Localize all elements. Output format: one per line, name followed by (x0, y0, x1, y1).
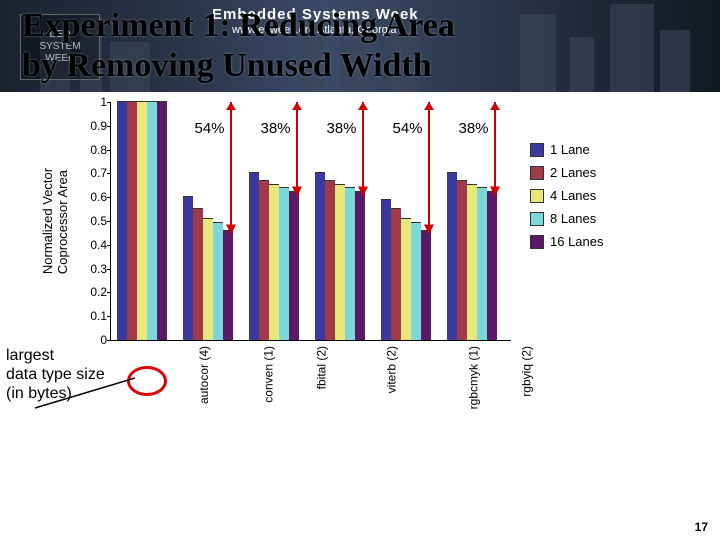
y-tick-label: 0.6 (73, 190, 107, 204)
legend-swatch (530, 189, 544, 203)
legend-swatch (530, 143, 544, 157)
bar (259, 180, 269, 340)
x-tick-label: rgbcmyk (1) (466, 346, 480, 409)
bar (447, 172, 457, 340)
y-tick-label: 0.4 (73, 238, 107, 252)
bar-group (117, 102, 172, 340)
slide-title: Experiment 1: Reducing Area by Removing … (22, 6, 698, 86)
legend-swatch (530, 212, 544, 226)
bar (467, 184, 477, 340)
legend-label: 4 Lanes (550, 188, 596, 203)
page-number: 17 (695, 520, 708, 534)
legend-item: 1 Lane (530, 142, 604, 157)
bar (183, 196, 193, 340)
bar (249, 172, 259, 340)
x-tick-label: autocor (4) (197, 346, 211, 404)
legend-label: 8 Lanes (550, 211, 596, 226)
bar (355, 191, 365, 340)
bar (213, 222, 223, 340)
bar (457, 180, 467, 340)
legend-item: 16 Lanes (530, 234, 604, 249)
legend-item: 2 Lanes (530, 165, 604, 180)
bar (345, 187, 355, 340)
y-tick-label: 1 (73, 95, 107, 109)
title-line1: Experiment 1: Reducing Area (22, 7, 455, 44)
bar (127, 101, 137, 340)
bar (289, 191, 299, 340)
bar (279, 187, 289, 340)
bar (401, 218, 411, 340)
x-tick-label: fbital (2) (314, 346, 328, 389)
bar (269, 184, 279, 340)
y-tick-label: 0.8 (73, 143, 107, 157)
bar (421, 230, 431, 340)
legend-item: 4 Lanes (530, 188, 604, 203)
y-tick-label: 0.7 (73, 166, 107, 180)
x-tick-label: rgbyiq (2) (519, 346, 533, 397)
x-tick-label: viterb (2) (384, 346, 398, 393)
y-tick-label: 0.9 (73, 119, 107, 133)
bar (117, 101, 127, 340)
bar (315, 172, 325, 340)
savings-arrow (221, 94, 241, 239)
bar (391, 208, 401, 340)
bar (147, 101, 157, 340)
y-axis-label: Normalized VectorCoprocessor Area (40, 168, 70, 274)
legend-label: 1 Lane (550, 142, 590, 157)
legend-label: 2 Lanes (550, 165, 596, 180)
callout-largest-datatype: largestdata type size(in bytes) (6, 346, 166, 403)
bar (137, 101, 147, 340)
bar (477, 187, 487, 340)
x-tick-label: conven (1) (261, 346, 275, 403)
bar (411, 222, 421, 340)
chart-legend: 1 Lane 2 Lanes 4 Lanes 8 Lanes 16 Lanes (530, 142, 604, 257)
bar (193, 208, 203, 340)
y-tick-label: 0 (73, 333, 107, 347)
bar (487, 191, 497, 340)
savings-arrow (287, 94, 307, 200)
bar (381, 199, 391, 340)
legend-label: 16 Lanes (550, 234, 604, 249)
savings-arrow (419, 94, 439, 239)
bar (325, 180, 335, 340)
y-tick-label: 0.1 (73, 309, 107, 323)
callout-text: largestdata type size(in bytes) (6, 347, 105, 402)
y-tick-label: 0.5 (73, 214, 107, 228)
title-line2: by Removing Unused Width (22, 47, 432, 84)
bar (223, 230, 233, 340)
plot-area: 00.10.20.30.40.50.60.70.80.91Normalized … (110, 102, 511, 341)
savings-arrow (485, 94, 505, 200)
bar (203, 218, 213, 340)
bar (157, 101, 167, 340)
legend-swatch (530, 235, 544, 249)
y-tick-label: 0.2 (73, 285, 107, 299)
legend-swatch (530, 166, 544, 180)
savings-arrow (353, 94, 373, 200)
y-tick-label: 0.3 (73, 262, 107, 276)
bar (335, 184, 345, 340)
legend-item: 8 Lanes (530, 211, 604, 226)
